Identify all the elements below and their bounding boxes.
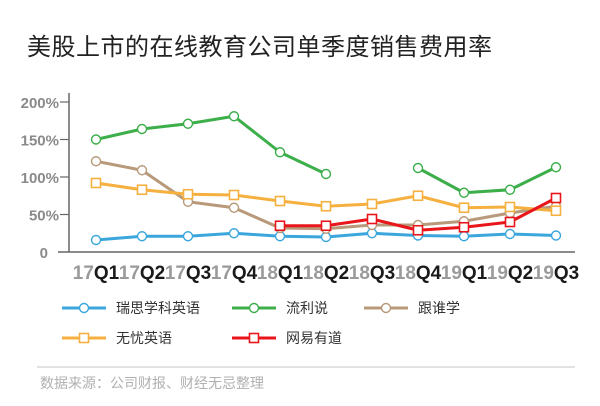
x-tick-label: 18Q4 bbox=[395, 263, 442, 284]
series-line bbox=[274, 192, 562, 236]
legend-square-marker-icon bbox=[232, 332, 276, 344]
square-marker-icon bbox=[412, 190, 424, 202]
x-tick-label: 18Q1 bbox=[257, 263, 304, 284]
circle-marker-icon bbox=[182, 231, 194, 242]
x-tick-label: 19Q1 bbox=[441, 263, 488, 284]
circle-marker-icon bbox=[550, 230, 562, 241]
square-marker-icon bbox=[228, 189, 240, 201]
circle-marker-icon bbox=[228, 202, 240, 213]
square-marker-icon bbox=[248, 332, 260, 344]
square-marker-icon bbox=[136, 184, 148, 196]
circle-marker-icon bbox=[458, 231, 470, 242]
square-marker-icon bbox=[504, 201, 516, 213]
y-tick-label: 50% bbox=[29, 208, 59, 225]
axes: 0 50% 100% 150% 200% bbox=[21, 93, 575, 262]
series-layer bbox=[90, 111, 562, 246]
square-marker-icon bbox=[274, 195, 286, 207]
x-tick-label: 18Q3 bbox=[349, 263, 396, 284]
square-marker-icon bbox=[458, 202, 470, 214]
y-tick-label: 100% bbox=[21, 170, 59, 187]
series-line bbox=[90, 111, 562, 198]
x-tick-label: 17Q1 bbox=[73, 263, 120, 284]
y-tick-label: 0 bbox=[40, 245, 48, 262]
circle-marker-icon bbox=[550, 162, 562, 173]
x-tick-label: 17Q3 bbox=[165, 263, 212, 284]
circle-marker-icon bbox=[504, 184, 516, 195]
circle-marker-icon bbox=[136, 165, 148, 176]
y-tick-label: 200% bbox=[21, 95, 59, 112]
legend-label: 流利说 bbox=[286, 301, 328, 317]
square-marker-icon bbox=[320, 220, 332, 232]
circle-marker-icon bbox=[78, 302, 90, 314]
square-marker-icon bbox=[274, 220, 286, 232]
square-marker-icon bbox=[182, 188, 194, 200]
legend-square-marker-icon bbox=[62, 332, 106, 344]
legend-item-genshuixue: 跟谁学 bbox=[364, 298, 460, 318]
chart-title: 美股上市的在线教育公司单季度销售费用率 bbox=[27, 33, 493, 61]
legend-label: 网易有道 bbox=[286, 331, 342, 347]
circle-marker-icon bbox=[228, 111, 240, 122]
square-marker-icon bbox=[90, 177, 102, 189]
square-marker-icon bbox=[458, 221, 470, 233]
circle-marker-icon bbox=[90, 134, 102, 145]
circle-marker-icon bbox=[182, 118, 194, 129]
y-tick-label: 150% bbox=[21, 133, 59, 150]
legend-item-liulishuo: 流利说 bbox=[232, 298, 328, 318]
circle-marker-icon bbox=[136, 123, 148, 135]
circle-marker-icon bbox=[90, 156, 102, 167]
square-marker-icon bbox=[366, 213, 378, 225]
legend-label: 跟谁学 bbox=[418, 301, 460, 317]
x-tick-label: 18Q2 bbox=[303, 263, 350, 284]
legend-item-51talk: 无忧英语 bbox=[62, 328, 172, 348]
legend-label: 瑞思学科英语 bbox=[116, 301, 200, 317]
circle-marker-icon bbox=[320, 168, 332, 180]
legend-item-youdao: 网易有道 bbox=[232, 328, 342, 348]
footer-divider bbox=[37, 366, 575, 368]
circle-marker-icon bbox=[458, 187, 470, 198]
square-marker-icon bbox=[504, 216, 516, 228]
circle-marker-icon bbox=[136, 231, 148, 242]
x-axis-labels: 17Q1 17Q2 17Q3 17Q4 18Q1 18Q2 18Q3 18Q4 19Q1 19Q2… bbox=[73, 263, 580, 284]
x-tick-label: 19Q2 bbox=[487, 263, 534, 284]
circle-marker-icon bbox=[274, 147, 286, 158]
x-tick-label: 17Q4 bbox=[211, 263, 258, 284]
square-marker-icon bbox=[412, 224, 424, 236]
series-line bbox=[90, 177, 562, 217]
data-source-note: 数据来源：公司财报、财经无忌整理 bbox=[40, 376, 264, 392]
legend-circle-marker-icon bbox=[62, 302, 106, 314]
circle-marker-icon bbox=[248, 302, 260, 314]
square-marker-icon bbox=[78, 332, 90, 344]
circle-marker-icon bbox=[412, 162, 424, 174]
legend-circle-marker-icon bbox=[364, 302, 408, 314]
legend-item-rise: 瑞思学科英语 bbox=[62, 298, 200, 318]
x-tick-label: 17Q2 bbox=[119, 263, 166, 284]
circle-marker-icon bbox=[228, 228, 240, 239]
x-tick-label: 19Q3 bbox=[533, 263, 580, 284]
square-marker-icon bbox=[550, 192, 562, 204]
square-marker-icon bbox=[366, 198, 378, 210]
legend-circle-marker-icon bbox=[232, 302, 276, 314]
circle-marker-icon bbox=[380, 302, 392, 314]
square-marker-icon bbox=[320, 200, 332, 212]
square-marker-icon bbox=[550, 205, 562, 217]
legend-label: 无忧英语 bbox=[116, 331, 172, 347]
circle-marker-icon bbox=[90, 234, 102, 246]
line-chart: 050%100%150%200% 17Q1 17Q2 17Q3 17Q4 18Q1 18Q… bbox=[21, 93, 580, 284]
circle-marker-icon bbox=[504, 228, 516, 240]
